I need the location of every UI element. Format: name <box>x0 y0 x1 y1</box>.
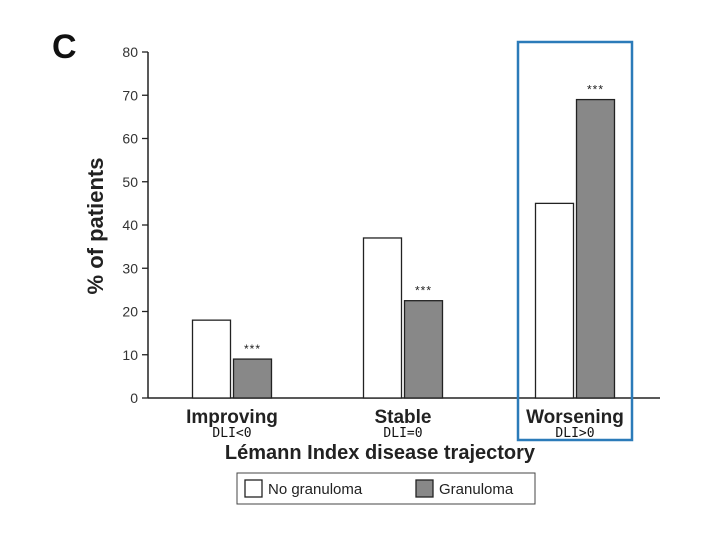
y-tick-label: 80 <box>122 44 138 60</box>
bar-no-granuloma-improving <box>191 319 232 399</box>
panel-label: C <box>52 28 77 66</box>
highlight-box <box>516 40 634 442</box>
y-tick-label: 40 <box>122 217 138 233</box>
category-label: Worsening <box>526 407 624 428</box>
legend: No granuloma Granuloma <box>236 472 536 505</box>
category-label: Improving <box>186 407 278 428</box>
category-sublabel: DLI>0 <box>555 426 594 441</box>
category-sublabel: DLI<0 <box>212 426 251 441</box>
y-axis-ticks: 0 10 20 30 40 50 60 70 80 <box>122 44 148 406</box>
legend-swatch-granuloma <box>415 479 434 498</box>
legend-label-no-granuloma: No granuloma <box>268 481 363 498</box>
y-tick-label: 20 <box>122 304 138 320</box>
y-axis-label: % of patients <box>83 158 108 295</box>
bar-no-granuloma-stable <box>362 237 403 399</box>
bar-no-granuloma-worsening <box>534 202 575 399</box>
y-tick-label: 70 <box>122 87 138 103</box>
bar-granuloma-improving <box>232 358 273 399</box>
legend-label-granuloma: Granuloma <box>439 481 514 498</box>
category-sublabel: DLI=0 <box>383 426 422 441</box>
legend-swatch-no-granuloma <box>244 479 263 498</box>
bars-group: *** *** *** <box>191 83 616 399</box>
category-label: Stable <box>374 407 431 428</box>
significance-label: *** <box>244 342 261 356</box>
bar-granuloma-stable <box>403 300 444 399</box>
y-tick-label: 50 <box>122 174 138 190</box>
y-tick-label: 60 <box>122 131 138 147</box>
y-tick-label: 10 <box>122 347 138 363</box>
y-tick-label: 30 <box>122 260 138 276</box>
y-tick-label: 0 <box>130 390 138 406</box>
x-axis-label: Lémann Index disease trajectory <box>225 442 536 464</box>
legend-frame <box>236 472 536 505</box>
bar-granuloma-worsening <box>575 98 616 399</box>
significance-label: *** <box>415 284 432 298</box>
significance-label: *** <box>587 83 604 97</box>
